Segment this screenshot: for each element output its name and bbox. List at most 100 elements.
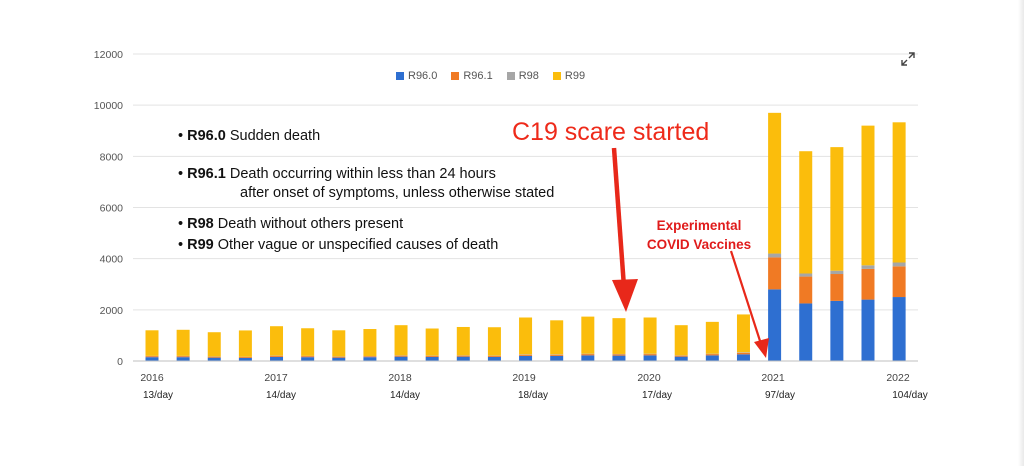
vaccine-arrow-head [754, 338, 769, 358]
bar-segment-r96-1 [145, 356, 159, 358]
bar-segment-r96-1 [301, 356, 315, 358]
bar-segment-r96-0 [425, 356, 439, 361]
bar-segment-r96-0 [301, 357, 315, 361]
legend-item-r98: R98 [506, 70, 539, 82]
x-tick-label: 2018 [388, 372, 412, 384]
bar-segment-r96-1 [799, 276, 813, 304]
bar-segment-r96-0 [612, 355, 626, 361]
definition-code: R99 [187, 237, 214, 253]
y-tick-label: 10000 [94, 100, 123, 112]
bar-segment-r96-0 [176, 357, 190, 361]
bar-segment-r96-1 [768, 257, 782, 290]
legend-item-r96-1: R96.1 [451, 70, 493, 82]
bar-segment-r96-1 [456, 355, 470, 357]
bar-segment-r96-0 [456, 356, 470, 361]
bar-segment-r96-0 [487, 356, 501, 361]
bar-segment-r96-0 [643, 355, 657, 361]
bar-segment-r99 [674, 325, 688, 356]
bar-segment-r96-0 [674, 356, 688, 361]
definition-code: R98 [187, 216, 214, 232]
bar-segment-r99 [612, 318, 626, 354]
definition-code: R96.1 [187, 166, 226, 182]
legend-item-r96-0: R96.0 [396, 70, 437, 82]
bar-segment-r96-0 [363, 357, 377, 361]
bar-segment-r96-1 [487, 355, 501, 357]
annotation-c19-scare: C19 scare started [512, 118, 710, 146]
bar-segment-r96-0 [799, 303, 813, 361]
definition-r96-0: • R96.0 Sudden death [178, 128, 321, 144]
bar-segment-r96-0 [830, 300, 844, 361]
c19-arrow-head [612, 279, 638, 312]
bar-segment-r96-0 [332, 357, 346, 361]
chart-legend: R96.0 R96.1 R98 R99 [396, 70, 585, 82]
bar-segment-r96-0 [207, 357, 221, 361]
bar-segment-r96-1 [892, 266, 906, 298]
expand-arrows-icon[interactable] [900, 51, 916, 67]
annotation-vaccines: Experimental COVID Vaccines [640, 216, 758, 254]
bar-segment-r96-0 [768, 289, 782, 361]
bar-segment-r99 [363, 329, 377, 357]
bar-segment-r99 [176, 329, 190, 356]
y-tick-label: 0 [117, 356, 123, 368]
annotation-vaccines-line2: COVID Vaccines [646, 237, 752, 252]
bar-segment-r96-1 [861, 268, 875, 300]
bar-segment-r96-1 [830, 274, 844, 301]
bar-segment-r99 [394, 325, 408, 356]
definition-r96-1: • R96.1 Death occurring within less than… [178, 166, 496, 182]
bar-segment-r96-0 [238, 357, 252, 361]
bar-segment-r96-1 [581, 354, 595, 356]
x-tick-label: 2019 [512, 372, 536, 384]
y-tick-label: 4000 [100, 254, 124, 266]
bar-segment-r99 [425, 328, 439, 356]
definition-continuation: after onset of symptoms, unless otherwis… [240, 185, 555, 201]
bar-segment-r96-1 [270, 355, 284, 357]
bar-segment-r96-0 [270, 356, 284, 361]
bar-segment-r96-0 [519, 355, 533, 361]
bar-segment-r99 [581, 316, 595, 354]
y-tick-label: 8000 [100, 151, 124, 163]
bar-segment-r96-1 [550, 354, 564, 356]
y-tick-label: 12000 [94, 49, 123, 61]
bar-segment-r96-0 [581, 355, 595, 361]
bar-segment-r99 [705, 321, 719, 354]
per-day-label: 104/day [892, 390, 928, 401]
bar-segment-r99 [145, 330, 159, 356]
x-tick-label: 2017 [264, 372, 288, 384]
per-day-label: 18/day [518, 390, 548, 401]
bar-segment-r96-1 [425, 355, 439, 357]
per-day-label: 97/day [765, 390, 795, 401]
bar-segment-r98 [830, 270, 844, 275]
bar-segment-r96-1 [674, 355, 688, 357]
legend-label: R99 [564, 70, 586, 82]
bar-segment-r96-1 [643, 354, 657, 356]
bar-segment-r96-1 [207, 356, 221, 358]
bar-segment-r99 [487, 327, 501, 356]
x-tick-label: 2021 [761, 372, 785, 384]
y-tick-label: 2000 [100, 305, 124, 317]
y-tick-label: 6000 [100, 203, 124, 215]
definition-text: Sudden death [225, 128, 321, 144]
bar-segment-r96-1 [519, 354, 533, 356]
definition-code: R96.0 [187, 128, 226, 144]
per-day-label: 13/day [143, 390, 173, 401]
bar-segment-r99 [456, 326, 470, 356]
x-tick-label: 2020 [637, 372, 661, 384]
bar-segment-r99 [736, 314, 750, 353]
definition-text: Death without others present [213, 216, 404, 232]
bar-segment-r99 [207, 332, 221, 357]
definition-r98: • R98 Death without others present [178, 216, 404, 232]
legend-label: R96.1 [463, 70, 493, 82]
bar-segment-r99 [799, 151, 813, 274]
per-day-label: 17/day [642, 390, 672, 401]
legend-item-r99: R99 [552, 70, 586, 82]
bar-segment-r96-0 [705, 355, 719, 361]
bar-segment-r96-1 [363, 356, 377, 358]
bar-segment-r99 [768, 112, 782, 254]
bar-segment-r98 [736, 352, 750, 353]
bar-segment-r96-1 [612, 354, 626, 356]
bar-segment-r96-1 [332, 356, 346, 358]
bar-segment-r96-0 [145, 357, 159, 361]
bar-segment-r99 [519, 317, 533, 355]
bar-segment-r99 [301, 328, 315, 356]
per-day-label: 14/day [390, 390, 420, 401]
